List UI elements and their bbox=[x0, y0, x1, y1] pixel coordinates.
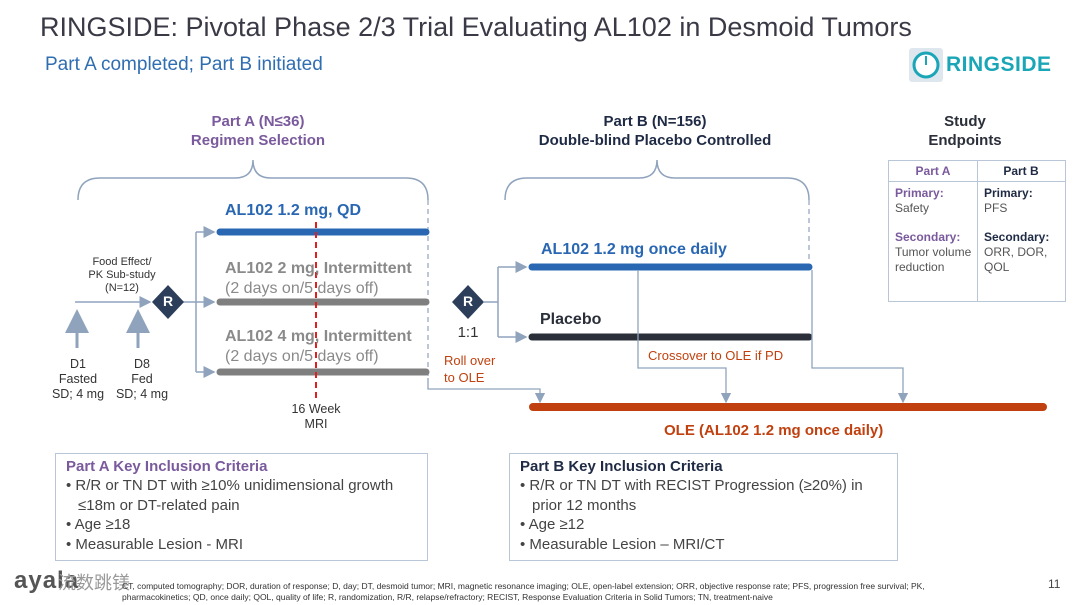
part-b-brace bbox=[504, 159, 810, 201]
list-item: • Measurable Lesion - MRI bbox=[66, 535, 243, 553]
arm-a1-label: AL102 1.2 mg, QD bbox=[225, 202, 362, 219]
endpoints-a-cell: Primary: Safety Secondary: Tumor volume … bbox=[895, 186, 972, 274]
arm-a2-label: AL102 2 mg, Intermittent bbox=[225, 260, 412, 277]
endpoints-col-b: Part B bbox=[1003, 164, 1039, 178]
part-b-criteria-title: Part B Key Inclusion Criteria bbox=[520, 458, 723, 475]
d1-label: D1 Fasted SD; 4 mg bbox=[51, 357, 105, 401]
arm-b-drug-label: AL102 1.2 mg once daily bbox=[541, 241, 727, 258]
logo-text: RINGSIDE bbox=[946, 53, 1052, 76]
crossover-label: Crossover to OLE if PD bbox=[648, 348, 784, 363]
slide-subtitle: Part A completed; Part B initiated bbox=[45, 54, 323, 75]
part-b-randomize-label: R bbox=[462, 293, 474, 309]
mri-label: 16 Week MRI bbox=[291, 402, 341, 431]
list-item: • R/R or TN DT with ≥10% unidimensional … bbox=[66, 477, 394, 514]
crossover-connector bbox=[637, 270, 732, 404]
endpoints-col-a: Part A bbox=[915, 164, 951, 178]
watermark-text: 流数跳镁 bbox=[58, 573, 130, 593]
part-a-heading: Part A (N≤36) Regimen Selection bbox=[190, 113, 326, 149]
endpoints-b-cell: Primary: PFS Secondary: ORR, DOR, QOL bbox=[984, 186, 1050, 274]
part-b-randomize-diamond bbox=[452, 285, 484, 319]
list-item: • Measurable Lesion – MRI/CT bbox=[520, 535, 725, 553]
part-a-criteria-title: Part A Key Inclusion Criteria bbox=[66, 458, 268, 475]
watermark-logo: ayala bbox=[14, 567, 80, 594]
part-b-ratio: 1:1 bbox=[457, 324, 479, 341]
part-a-randomize-label: R bbox=[162, 293, 174, 309]
part-b-heading: Part B (N=156) Double-blind Placebo Cont… bbox=[538, 113, 772, 149]
endpoints-heading: Study Endpoints bbox=[928, 113, 1002, 149]
arm-a3-schedule: (2 days on/5 days off) bbox=[225, 348, 379, 365]
end-connector bbox=[811, 270, 909, 404]
rollover-label: Roll over to OLE bbox=[444, 353, 496, 385]
arm-b-placebo-label: Placebo bbox=[540, 311, 602, 328]
ringside-logo-icon bbox=[909, 48, 943, 82]
rollover-connector bbox=[427, 378, 546, 404]
ole-label: OLE (AL102 1.2 mg once daily) bbox=[664, 422, 884, 439]
d8-label: D8 Fed SD; 4 mg bbox=[115, 357, 169, 401]
list-item: • Age ≥18 bbox=[66, 516, 131, 533]
part-b-criteria-box: Part B Key Inclusion Criteria • R/R or T… bbox=[509, 453, 898, 561]
part-a-randomize-diamond bbox=[152, 285, 184, 319]
list-item: • R/R or TN DT with RECIST Progression (… bbox=[520, 477, 863, 514]
slide-title: RINGSIDE: Pivotal Phase 2/3 Trial Evalua… bbox=[40, 12, 912, 42]
food-effect-label: Food Effect/ PK Sub-study (N=12) bbox=[88, 256, 156, 294]
ringside-logo: RINGSIDE bbox=[908, 47, 1053, 83]
part-b-criteria-list: • R/R or TN DT with RECIST Progression (… bbox=[520, 476, 889, 554]
list-item: • Age ≥12 bbox=[520, 516, 585, 533]
page-number: 11 bbox=[1048, 577, 1061, 591]
endpoints-table: Part A Part B Primary: Safety Secondary:… bbox=[888, 160, 1066, 302]
part-a-brace bbox=[77, 159, 429, 201]
abbreviations-footnote: CT, computed tomography; DOR, duration o… bbox=[122, 581, 925, 602]
arm-a3-label: AL102 4 mg, Intermittent bbox=[225, 328, 412, 345]
arm-a2-schedule: (2 days on/5 days off) bbox=[225, 280, 379, 297]
part-a-criteria-list: • R/R or TN DT with ≥10% unidimensional … bbox=[66, 476, 419, 554]
part-a-criteria-box: Part A Key Inclusion Criteria • R/R or T… bbox=[55, 453, 428, 561]
